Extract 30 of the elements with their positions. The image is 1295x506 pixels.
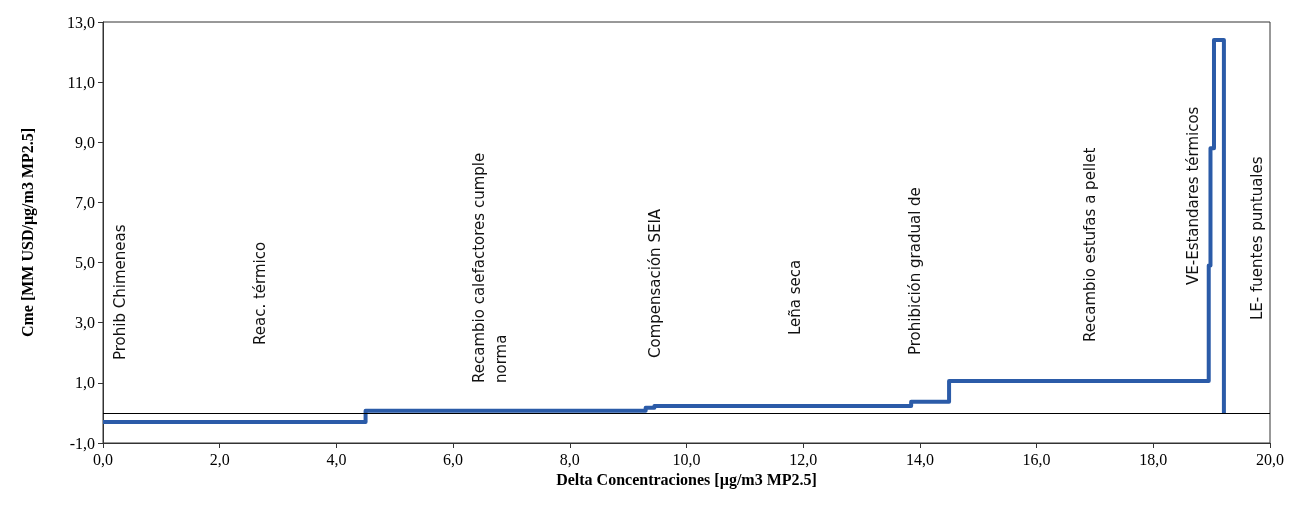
x-tick-label: 0,0 — [93, 450, 113, 468]
annotation: Recambio calefactores cumple norma — [470, 152, 510, 383]
x-tick-label: 2,0 — [209, 450, 230, 468]
x-tick-label: 12,0 — [789, 450, 818, 468]
annotation: Leña seca — [786, 259, 804, 335]
x-tick-label: 18,0 — [1139, 450, 1168, 468]
x-tick-label: 20,0 — [1256, 450, 1284, 468]
x-tick-label: 4,0 — [326, 450, 347, 468]
y-tick-label: 1,0 — [75, 374, 95, 392]
annotation: VE-Estandares térmicos — [1184, 106, 1202, 285]
x-tick-label: 6,0 — [443, 450, 464, 468]
annotation: Prohibición gradual de — [906, 187, 924, 355]
y-tick-label: 9,0 — [75, 133, 95, 151]
y-tick-label: 3,0 — [75, 314, 95, 332]
annotation: Reac. térmico — [251, 241, 269, 345]
annotation: LE- fuentes puntuales — [1248, 156, 1266, 320]
x-tick-label: 10,0 — [672, 450, 701, 468]
annotation: Prohib Chimeneas — [111, 224, 129, 360]
y-tick-label: -1,0 — [69, 434, 95, 452]
annotation: Compensación SEIA — [646, 208, 664, 358]
y-axis-title: Cme [MM USD/µg/m3 MP2.5] — [18, 127, 37, 338]
x-tick-label: 16,0 — [1022, 450, 1051, 468]
x-axis-title: Delta Concentraciones [µg/m3 MP2.5] — [556, 471, 817, 490]
x-tick-label: 14,0 — [905, 450, 934, 468]
x-tick-label: 8,0 — [559, 450, 580, 468]
annotation: Recambio estufas a pellet — [1081, 147, 1099, 342]
y-tick-label: 13,0 — [67, 13, 95, 31]
y-tick-label: 7,0 — [75, 193, 95, 211]
y-tick-label: 11,0 — [67, 73, 95, 91]
y-tick-label: 5,0 — [75, 254, 95, 272]
